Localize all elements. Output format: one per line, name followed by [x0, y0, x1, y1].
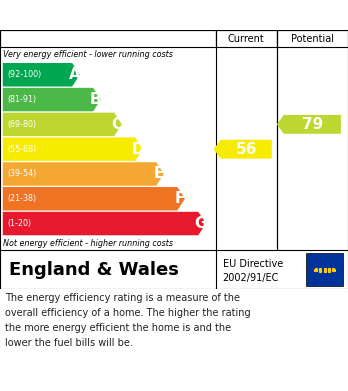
Polygon shape — [3, 187, 185, 210]
Bar — [0, 30, 216, 47]
Text: (81-91): (81-91) — [7, 95, 36, 104]
Text: C: C — [111, 117, 122, 132]
Polygon shape — [3, 113, 122, 136]
Polygon shape — [3, 88, 101, 111]
Text: (69-80): (69-80) — [7, 120, 36, 129]
Text: 56: 56 — [236, 142, 257, 157]
Text: (21-38): (21-38) — [7, 194, 36, 203]
Text: England & Wales: England & Wales — [9, 261, 179, 279]
Text: E: E — [153, 167, 164, 181]
Text: (92-100): (92-100) — [7, 70, 41, 79]
Text: EU Directive: EU Directive — [223, 259, 283, 269]
Text: Very energy efficient - lower running costs: Very energy efficient - lower running co… — [3, 50, 173, 59]
Text: G: G — [194, 216, 207, 231]
Text: B: B — [90, 92, 101, 107]
Text: (1-20): (1-20) — [7, 219, 31, 228]
Text: 79: 79 — [302, 117, 323, 132]
Polygon shape — [3, 212, 206, 235]
Bar — [306, 253, 343, 286]
Text: Not energy efficient - higher running costs: Not energy efficient - higher running co… — [3, 239, 173, 248]
Polygon shape — [3, 137, 143, 161]
Bar — [216, 30, 277, 47]
Text: Current: Current — [228, 34, 264, 44]
Text: 2002/91/EC: 2002/91/EC — [223, 273, 279, 283]
Text: Energy Efficiency Rating: Energy Efficiency Rating — [9, 8, 230, 23]
Polygon shape — [277, 115, 341, 134]
Polygon shape — [3, 63, 80, 86]
Text: (39-54): (39-54) — [7, 169, 36, 178]
Text: A: A — [69, 67, 80, 82]
Text: D: D — [131, 142, 144, 157]
Text: The energy efficiency rating is a measure of the
overall efficiency of a home. T: The energy efficiency rating is a measur… — [5, 293, 251, 348]
Polygon shape — [3, 162, 164, 186]
Bar — [277, 30, 348, 47]
Text: F: F — [174, 191, 185, 206]
Text: Potential: Potential — [291, 34, 334, 44]
Polygon shape — [214, 140, 272, 159]
Text: (55-68): (55-68) — [7, 145, 36, 154]
